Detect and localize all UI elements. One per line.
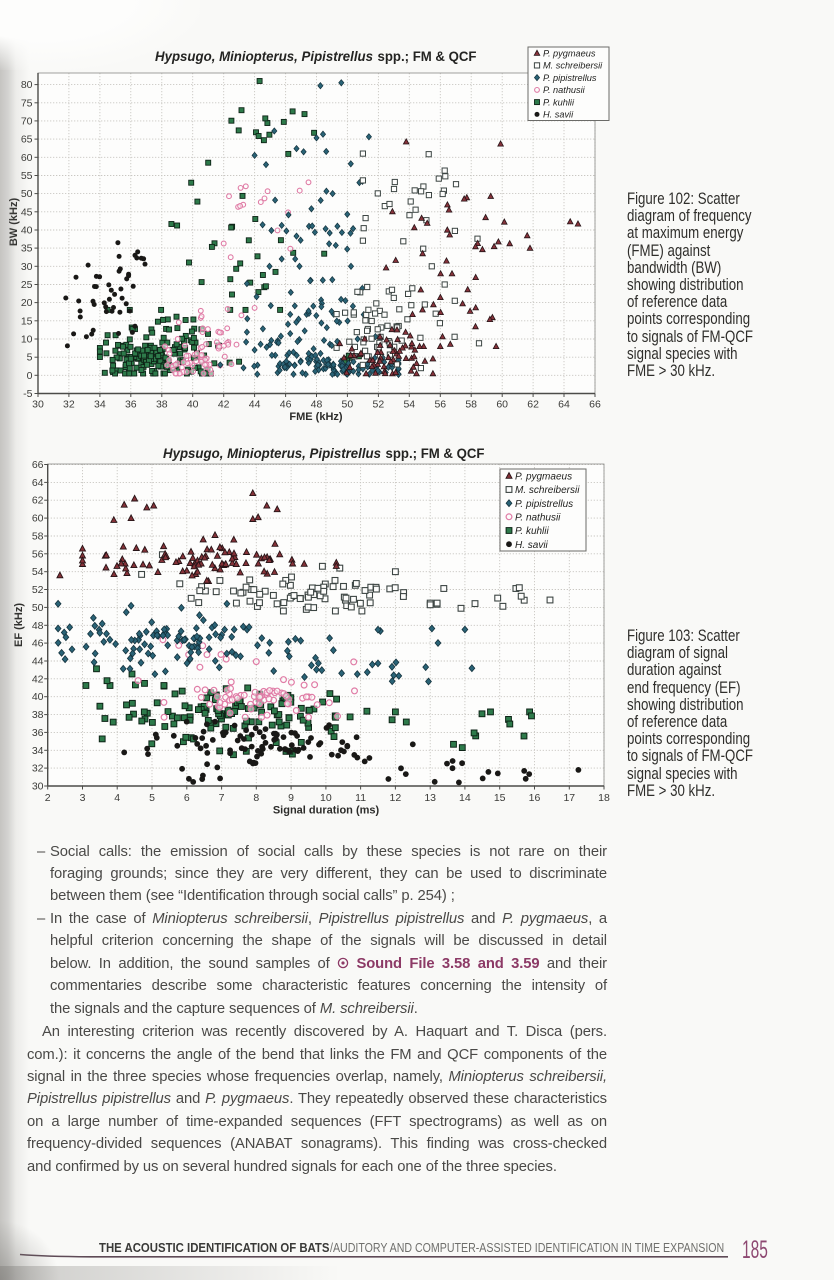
svg-text:16: 16 [529, 792, 541, 804]
svg-text:50: 50 [32, 602, 44, 614]
svg-text:0: 0 [27, 370, 33, 382]
svg-text:H. savii: H. savii [543, 110, 574, 120]
svg-text:42: 42 [218, 399, 230, 411]
svg-text:P. pipistrellus: P. pipistrellus [515, 499, 573, 510]
svg-text:Signal duration (ms): Signal duration (ms) [273, 805, 380, 817]
svg-text:5: 5 [149, 792, 155, 804]
svg-text:66: 66 [589, 399, 601, 411]
svg-text:52: 52 [373, 399, 385, 411]
svg-text:12: 12 [390, 792, 402, 804]
svg-text:11: 11 [355, 792, 366, 804]
svg-text:spp.; FM & QCF: spp.; FM & QCF [386, 445, 485, 461]
svg-text:64: 64 [32, 477, 44, 489]
svg-text:M. schreibersii: M. schreibersii [515, 485, 580, 496]
svg-text:P. kuhlii: P. kuhlii [543, 97, 575, 107]
svg-text:10: 10 [320, 792, 332, 804]
svg-text:Hypsugo, Miniopterus, Pipistre: Hypsugo, Miniopterus, Pipistrellus [163, 445, 381, 461]
svg-text:62: 62 [32, 495, 44, 507]
svg-text:P. pygmaeus: P. pygmaeus [515, 471, 572, 482]
svg-text:18: 18 [598, 792, 610, 804]
svg-text:50: 50 [342, 399, 354, 411]
svg-text:46: 46 [32, 638, 44, 650]
svg-text:75: 75 [21, 97, 33, 109]
svg-text:7: 7 [219, 792, 225, 804]
svg-text:32: 32 [32, 763, 44, 775]
svg-text:70: 70 [21, 115, 33, 127]
svg-text:13: 13 [424, 792, 436, 804]
svg-text:spp.; FM & QCF: spp.; FM & QCF [378, 48, 477, 64]
svg-text:32: 32 [63, 399, 75, 411]
svg-text:48: 48 [311, 399, 323, 411]
svg-text:P. nathusii: P. nathusii [515, 512, 561, 523]
svg-text:58: 58 [465, 399, 477, 411]
svg-text:60: 60 [21, 152, 33, 164]
svg-text:34: 34 [94, 399, 106, 411]
svg-text:3: 3 [80, 792, 86, 804]
svg-text:FME (kHz): FME (kHz) [289, 411, 343, 423]
svg-text:66: 66 [32, 459, 44, 471]
svg-text:9: 9 [288, 792, 294, 804]
svg-text:80: 80 [21, 79, 33, 91]
svg-text:56: 56 [32, 548, 44, 560]
svg-text:38: 38 [32, 709, 44, 721]
svg-text:-5: -5 [23, 388, 32, 400]
svg-text:40: 40 [32, 691, 44, 703]
svg-text:56: 56 [434, 399, 446, 411]
svg-text:14: 14 [459, 792, 471, 804]
svg-text:30: 30 [32, 399, 44, 411]
svg-text:M. schreibersii: M. schreibersii [543, 61, 603, 71]
svg-text:60: 60 [496, 399, 508, 411]
svg-text:42: 42 [32, 673, 44, 685]
svg-text:P. pygmaeus: P. pygmaeus [543, 48, 596, 58]
svg-text:64: 64 [558, 399, 570, 411]
svg-text:40: 40 [187, 399, 199, 411]
svg-text:6: 6 [184, 792, 190, 804]
svg-text:60: 60 [32, 513, 44, 525]
svg-text:30: 30 [21, 261, 33, 273]
svg-text:25: 25 [21, 279, 33, 291]
svg-text:BW (kHz): BW (kHz) [8, 198, 20, 247]
svg-text:EF (kHz): EF (kHz) [13, 603, 25, 647]
svg-text:44: 44 [249, 399, 261, 411]
svg-text:17: 17 [563, 792, 575, 804]
svg-text:44: 44 [32, 656, 44, 668]
svg-text:45: 45 [21, 206, 33, 218]
svg-text:38: 38 [156, 399, 168, 411]
svg-text:H. savii: H. savii [515, 540, 549, 551]
svg-text:40: 40 [21, 225, 33, 237]
svg-text:8: 8 [253, 792, 259, 804]
svg-text:30: 30 [32, 781, 44, 793]
svg-text:52: 52 [32, 584, 44, 596]
svg-text:P. pipistrellus: P. pipistrellus [543, 73, 597, 83]
svg-text:46: 46 [280, 399, 292, 411]
svg-text:Hypsugo, Miniopterus, Pipistre: Hypsugo, Miniopterus, Pipistrellus [155, 48, 373, 64]
svg-text:20: 20 [21, 297, 33, 309]
svg-text:P. nathusii: P. nathusii [543, 85, 586, 95]
svg-text:5: 5 [27, 352, 33, 364]
svg-text:34: 34 [32, 745, 44, 757]
svg-text:2: 2 [45, 792, 51, 804]
svg-text:54: 54 [403, 399, 415, 411]
svg-text:54: 54 [32, 566, 44, 578]
svg-text:65: 65 [21, 134, 33, 146]
svg-text:35: 35 [21, 243, 33, 255]
svg-text:55: 55 [21, 170, 33, 182]
svg-text:15: 15 [494, 792, 506, 804]
svg-text:10: 10 [21, 334, 33, 346]
svg-text:36: 36 [125, 399, 137, 411]
svg-text:36: 36 [32, 727, 44, 739]
svg-text:P. kuhlii: P. kuhlii [515, 526, 550, 537]
svg-text:50: 50 [21, 188, 33, 200]
svg-text:48: 48 [32, 620, 44, 632]
svg-text:58: 58 [32, 531, 44, 543]
svg-text:15: 15 [21, 315, 33, 327]
svg-text:62: 62 [527, 399, 539, 411]
svg-text:4: 4 [114, 792, 120, 804]
